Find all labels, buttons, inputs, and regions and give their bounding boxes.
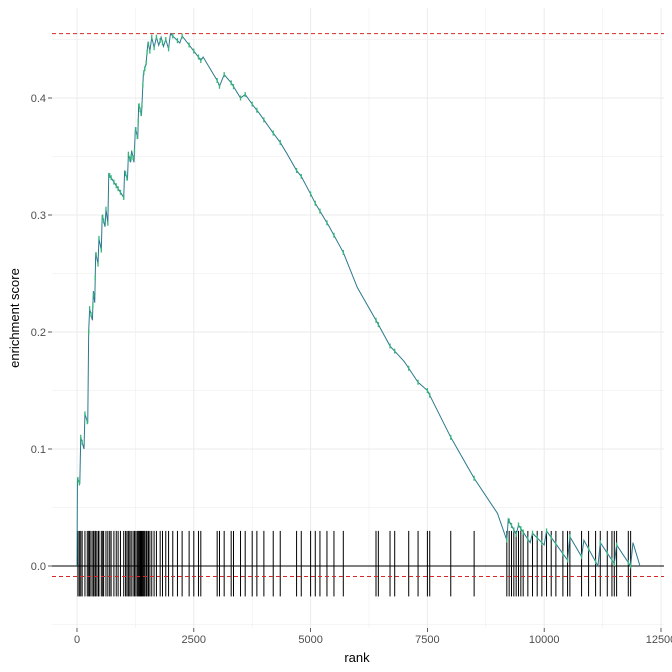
hit-rug [77, 530, 632, 597]
threshold-lines [52, 33, 664, 578]
hit-markers [77, 33, 632, 569]
enrichment-curve [76, 32, 641, 568]
y-tick-label: 0.1 [31, 444, 46, 456]
y-axis-title: enrichment score [7, 268, 22, 368]
y-tick-label: 0.0 [31, 561, 46, 573]
x-tick-label: 12500 [646, 634, 672, 646]
y-tick-label: 0.3 [31, 210, 46, 222]
x-tick-label: 10000 [529, 634, 560, 646]
x-tick-label: 7500 [415, 634, 439, 646]
x-tick-label: 0 [74, 634, 80, 646]
y-tick-label: 0.4 [31, 93, 46, 105]
x-tick-label: 5000 [298, 634, 322, 646]
x-axis-title: rank [344, 650, 370, 665]
y-tick-label: 0.2 [31, 327, 46, 339]
y-axis-ticks: 0.0 0.1 0.2 0.3 0.4 [31, 93, 52, 573]
x-axis-ticks: 0 2500 5000 7500 10000 12500 [74, 628, 672, 646]
x-tick-label: 2500 [182, 634, 206, 646]
series-line [76, 32, 641, 568]
